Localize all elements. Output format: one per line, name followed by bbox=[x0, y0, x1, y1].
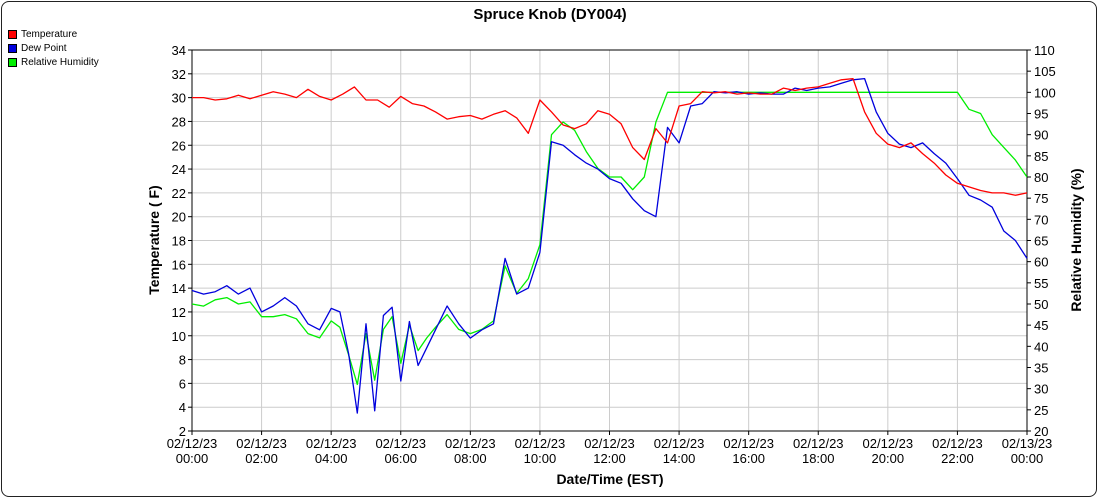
x-tick-label-time: 20:00 bbox=[872, 451, 905, 466]
x-tick-label-time: 16:00 bbox=[732, 451, 765, 466]
series-line-temperature bbox=[192, 77, 1028, 196]
y2-tick-label: 90 bbox=[1034, 128, 1048, 143]
x-tick-label-date: 02/12/23 bbox=[167, 436, 218, 451]
x-tick-label-time: 06:00 bbox=[384, 451, 417, 466]
legend-swatch-relative-humidity bbox=[8, 57, 17, 67]
x-tick-label-date: 02/12/23 bbox=[584, 436, 635, 451]
y-tick-label: 34 bbox=[172, 43, 186, 58]
legend-label-dew-point: Dew Point bbox=[21, 42, 67, 54]
y2-tick-label: 60 bbox=[1034, 255, 1048, 270]
x-tick-label-date: 02/12/23 bbox=[793, 436, 844, 451]
y2-tick-label: 100 bbox=[1034, 85, 1056, 100]
x-tick-label-date: 02/12/23 bbox=[236, 436, 287, 451]
y2-tick-label: 75 bbox=[1034, 191, 1048, 206]
y-tick-label: 14 bbox=[172, 281, 186, 296]
y2-tick-label: 70 bbox=[1034, 212, 1048, 227]
y2-tick-label: 40 bbox=[1034, 339, 1048, 354]
y2-tick-label: 20 bbox=[1034, 424, 1048, 439]
x-tick-label-time: 12:00 bbox=[593, 451, 626, 466]
series-line-dew-point bbox=[191, 77, 1028, 414]
x-tick-label-date: 02/12/23 bbox=[863, 436, 914, 451]
x-tick-label-time: 22:00 bbox=[941, 451, 974, 466]
legend: Temperature Dew Point Relative Humidity bbox=[8, 27, 99, 69]
y2-tick-label: 45 bbox=[1034, 318, 1048, 333]
y2-tick-label: 65 bbox=[1034, 234, 1048, 249]
chart-title: Spruce Knob (DY004) bbox=[473, 6, 626, 23]
y2-tick-label: 85 bbox=[1034, 149, 1048, 164]
x-tick-label-date: 02/12/23 bbox=[515, 436, 566, 451]
x-tick-label-date: 02/12/23 bbox=[375, 436, 426, 451]
y2-tick-label: 105 bbox=[1034, 64, 1056, 79]
y2-tick-label: 50 bbox=[1034, 297, 1048, 312]
grid bbox=[191, 49, 1028, 432]
y-tick-label: 24 bbox=[172, 162, 186, 177]
series-lines bbox=[191, 77, 1028, 414]
y-tick-label: 30 bbox=[172, 91, 186, 106]
legend-label-temperature: Temperature bbox=[21, 28, 78, 40]
y2-tick-label: 55 bbox=[1034, 276, 1048, 291]
legend-swatch-dew-point bbox=[8, 43, 17, 53]
y-tick-label: 6 bbox=[179, 376, 186, 391]
x-tick-label-date: 02/13/23 bbox=[1002, 436, 1053, 451]
y2-tick-label: 30 bbox=[1034, 382, 1048, 397]
x-tick-label-time: 18:00 bbox=[802, 451, 835, 466]
legend-item-dew-point: Dew Point bbox=[8, 41, 99, 55]
x-tick-label-time: 14:00 bbox=[663, 451, 696, 466]
y-tick-label: 20 bbox=[172, 210, 186, 225]
y-axis-label: Temperature ( F) bbox=[146, 185, 162, 294]
y-tick-label: 26 bbox=[172, 138, 186, 153]
x-tick-label-date: 02/12/23 bbox=[306, 436, 357, 451]
y2-tick-label: 25 bbox=[1034, 403, 1048, 418]
y-tick-label: 16 bbox=[172, 257, 186, 272]
y-tick-label: 10 bbox=[172, 329, 186, 344]
y-axis-right: 20 25 30 35 40 45 50 55 60 65 70 75 80 85 90 95 100 105 11… bbox=[1027, 43, 1056, 439]
y-tick-label: 18 bbox=[172, 234, 186, 249]
x-tick-label-date: 02/12/23 bbox=[445, 436, 496, 451]
y2-tick-label: 110 bbox=[1034, 43, 1055, 58]
x-tick-label-date: 02/12/23 bbox=[932, 436, 983, 451]
legend-item-temperature: Temperature bbox=[8, 27, 99, 41]
x-tick-label-time: 04:00 bbox=[315, 451, 348, 466]
x-tick-label-time: 08:00 bbox=[454, 451, 487, 466]
x-axis: 02/12/2300:0002/12/2302:0002/12/2304:000… bbox=[167, 431, 1053, 466]
y-tick-label: 8 bbox=[179, 353, 186, 368]
y-tick-label: 22 bbox=[172, 186, 186, 201]
y-tick-label: 12 bbox=[172, 305, 186, 320]
y-tick-label: 28 bbox=[172, 114, 186, 129]
y-tick-label: 2 bbox=[179, 424, 186, 439]
x-tick-label-time: 00:00 bbox=[1011, 451, 1044, 466]
x-tick-label-time: 10:00 bbox=[524, 451, 557, 466]
x-tick-label-date: 02/12/23 bbox=[654, 436, 705, 451]
x-axis-label: Date/Time (EST) bbox=[556, 471, 663, 487]
x-tick-label-time: 02:00 bbox=[245, 451, 278, 466]
legend-item-relative-humidity: Relative Humidity bbox=[8, 55, 99, 69]
x-tick-label-date: 02/12/23 bbox=[723, 436, 774, 451]
y-tick-label: 4 bbox=[179, 400, 186, 415]
y2-axis-label: Relative Humidity (%) bbox=[1068, 168, 1084, 311]
legend-label-relative-humidity: Relative Humidity bbox=[21, 56, 99, 68]
legend-swatch-temperature bbox=[8, 29, 17, 39]
x-tick-label-time: 00:00 bbox=[176, 451, 209, 466]
y2-tick-label: 95 bbox=[1034, 107, 1048, 122]
y2-tick-label: 35 bbox=[1034, 361, 1048, 376]
y2-tick-label: 80 bbox=[1034, 170, 1048, 185]
y-tick-label: 32 bbox=[172, 67, 186, 82]
